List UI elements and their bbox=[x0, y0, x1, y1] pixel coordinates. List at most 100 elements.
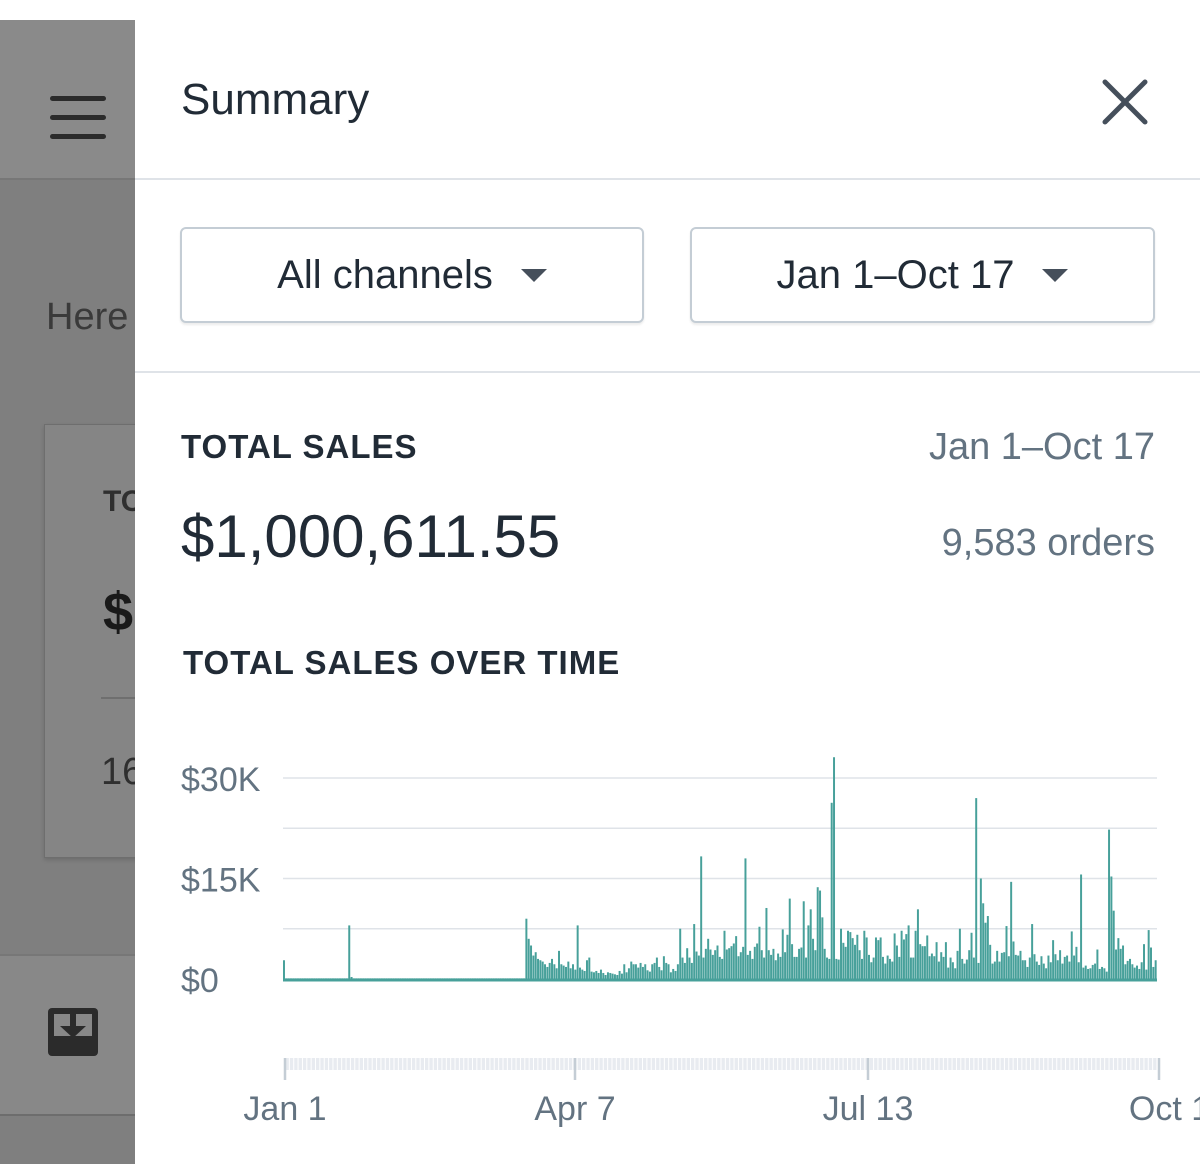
sales-bar bbox=[763, 957, 766, 979]
sales-bar bbox=[655, 957, 658, 979]
sales-bar bbox=[765, 907, 768, 979]
sales-bar bbox=[660, 970, 663, 979]
sales-bar bbox=[565, 966, 567, 979]
sales-bar bbox=[793, 956, 796, 979]
sales-bar bbox=[350, 976, 353, 979]
sales-bar bbox=[749, 950, 752, 979]
sales-bar bbox=[651, 964, 654, 979]
sales-bar bbox=[1119, 948, 1122, 979]
sales-bar bbox=[711, 954, 714, 979]
sales-bar bbox=[578, 967, 581, 979]
sales-bar bbox=[721, 958, 724, 979]
sales-bar bbox=[560, 964, 563, 979]
sales-bar bbox=[555, 968, 558, 979]
sales-bar bbox=[693, 924, 696, 979]
sales-bar bbox=[809, 909, 812, 979]
sales-bar bbox=[630, 961, 633, 979]
sales-bar bbox=[879, 937, 882, 979]
orders-count: 9,583 orders bbox=[941, 522, 1155, 564]
sales-bar bbox=[895, 945, 898, 979]
sales-bar bbox=[632, 964, 635, 979]
sales-bar bbox=[541, 961, 544, 979]
sales-bar bbox=[863, 930, 866, 979]
sales-bar bbox=[963, 963, 966, 979]
sales-bar bbox=[874, 937, 877, 979]
sales-bar bbox=[728, 948, 731, 979]
sales-bar bbox=[539, 960, 542, 979]
sales-bar bbox=[1024, 960, 1027, 979]
sales-bar bbox=[1096, 949, 1099, 979]
sales-bar bbox=[665, 962, 668, 979]
sales-bar bbox=[805, 957, 808, 979]
sales-bar bbox=[821, 917, 824, 979]
x-tick-label: Jan 1 bbox=[243, 1090, 326, 1128]
sales-bar bbox=[585, 960, 588, 979]
sales-bar bbox=[686, 948, 689, 979]
sales-bar bbox=[770, 954, 773, 979]
sales-bar bbox=[842, 942, 845, 979]
sales-bar bbox=[1047, 955, 1050, 979]
sales-bar bbox=[1026, 966, 1029, 979]
sales-bar bbox=[986, 916, 989, 979]
sales-bar bbox=[581, 969, 584, 979]
sales-bar bbox=[1122, 945, 1125, 979]
date-range-select[interactable]: Jan 1–Oct 17 bbox=[690, 227, 1155, 323]
sales-bar bbox=[1019, 950, 1022, 979]
sales-bar bbox=[991, 963, 994, 979]
sales-bar bbox=[888, 958, 891, 979]
y-tick-label: $15K bbox=[181, 862, 261, 900]
header-divider bbox=[135, 178, 1200, 180]
sales-bar bbox=[690, 962, 693, 979]
sales-bar bbox=[840, 928, 843, 979]
sales-bar bbox=[926, 935, 929, 979]
sales-bar bbox=[714, 950, 717, 979]
sales-bar bbox=[791, 944, 794, 979]
sales-bar bbox=[833, 757, 836, 979]
sales-bar bbox=[1136, 965, 1139, 979]
sales-bar bbox=[616, 974, 619, 979]
sales-bar bbox=[676, 964, 679, 979]
summary-panel: Summary All channels Jan 1–Oct 17 TOTAL … bbox=[135, 20, 1200, 1164]
sales-bar bbox=[716, 945, 719, 979]
sales-bar bbox=[648, 971, 651, 979]
sales-bar bbox=[993, 961, 996, 979]
sales-bar bbox=[1143, 944, 1145, 979]
channel-select[interactable]: All channels bbox=[180, 227, 644, 323]
sales-bar bbox=[844, 946, 847, 979]
sales-bar bbox=[756, 943, 759, 979]
sales-bar bbox=[1145, 969, 1148, 979]
sales-bar bbox=[886, 955, 889, 979]
chart-section-label: TOTAL SALES OVER TIME bbox=[183, 644, 621, 681]
sales-bar bbox=[935, 942, 938, 979]
sales-bar bbox=[1089, 968, 1092, 979]
sales-bar bbox=[1115, 949, 1118, 979]
sales-bar bbox=[562, 965, 565, 979]
sales-bar bbox=[537, 958, 540, 979]
x-tick-label: Jul 13 bbox=[823, 1090, 914, 1128]
sales-bar bbox=[1031, 924, 1034, 979]
sales-bar bbox=[900, 930, 903, 979]
hamburger-icon bbox=[50, 96, 106, 142]
sales-bar bbox=[718, 956, 721, 979]
sales-bar bbox=[984, 922, 987, 979]
sales-bar bbox=[620, 973, 623, 979]
sales-bar bbox=[751, 958, 754, 979]
close-icon[interactable] bbox=[1095, 72, 1155, 132]
sales-bar bbox=[604, 974, 607, 979]
sales-bar bbox=[856, 934, 859, 979]
sales-bar bbox=[730, 946, 733, 979]
sales-bar bbox=[1112, 910, 1115, 979]
sales-bar bbox=[1063, 956, 1066, 979]
sales-bar bbox=[965, 959, 968, 979]
sales-bar bbox=[870, 962, 873, 979]
sales-bar bbox=[1045, 968, 1048, 979]
sales-bar bbox=[574, 969, 577, 979]
sales-bar bbox=[1040, 956, 1043, 979]
sales-bar bbox=[1033, 954, 1036, 979]
date-range-select-label: Jan 1–Oct 17 bbox=[776, 252, 1015, 297]
sales-bar bbox=[898, 956, 901, 979]
sales-bar bbox=[644, 964, 647, 979]
caret-down-icon bbox=[520, 268, 547, 282]
sales-bar bbox=[1007, 956, 1010, 979]
sales-bar bbox=[700, 856, 703, 979]
